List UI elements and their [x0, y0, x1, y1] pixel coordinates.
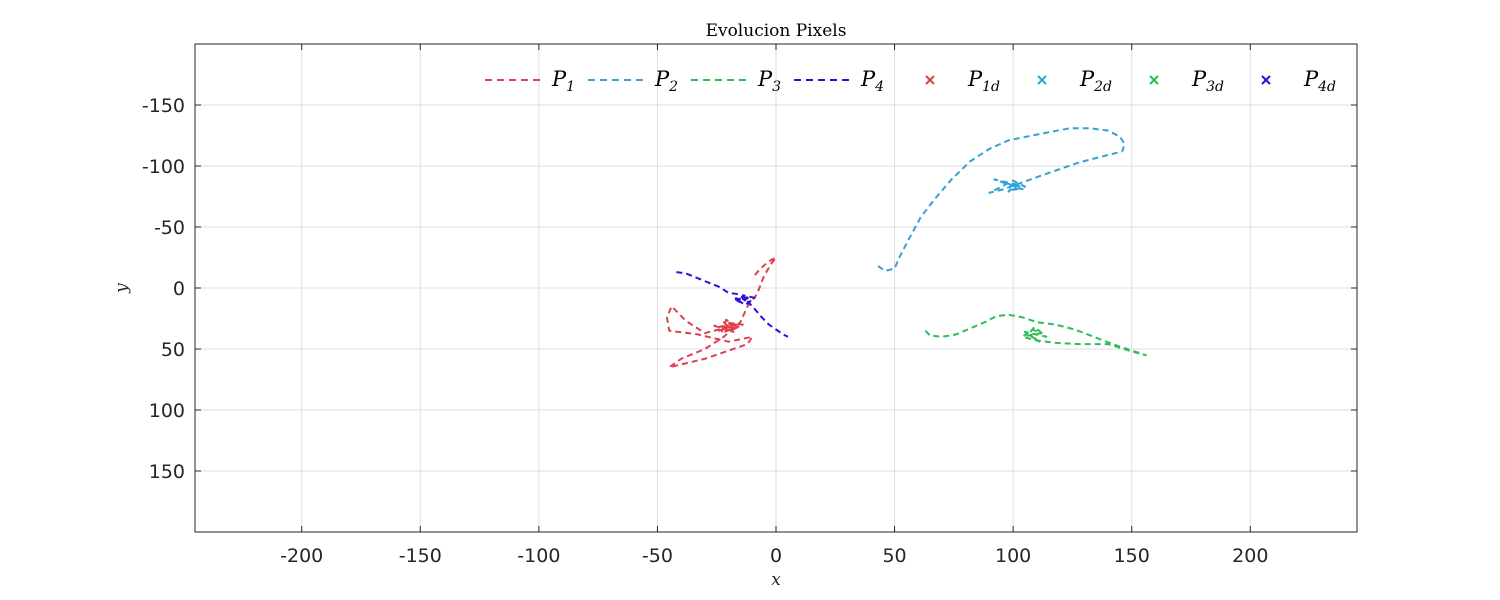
legend-entry-7: P3d — [1149, 67, 1224, 95]
legend-label-base: P — [1303, 67, 1319, 91]
marker-stroke — [925, 75, 935, 85]
x-tick-label: 0 — [770, 545, 782, 567]
x-tick-label: 200 — [1232, 545, 1268, 567]
x-tick-label: 150 — [1114, 545, 1150, 567]
chart-title: Evolucion Pixels — [706, 21, 847, 41]
legend-entry-5: P1d — [925, 67, 1000, 95]
y-tick-label: -150 — [142, 95, 185, 117]
marker-stroke — [1261, 75, 1271, 85]
series-line-3 — [924, 313, 1147, 357]
y-tick-label: 100 — [149, 400, 185, 422]
x-tick-label: -200 — [280, 545, 323, 567]
y-axis-label: y — [112, 283, 132, 294]
legend-label-subscript: 3 — [772, 79, 781, 95]
legend-label-subscript: 3d — [1206, 79, 1224, 95]
legend-x-marker — [1149, 75, 1159, 85]
legend-label-subscript: 4d — [1317, 79, 1336, 95]
legend-label: P2 — [654, 67, 678, 95]
legend-label: P3d — [1191, 67, 1224, 95]
x-tick-label: -100 — [517, 545, 560, 567]
legend-entry-3: P3 — [691, 67, 781, 95]
legend-label-subscript: 1d — [982, 79, 1000, 95]
y-tick-label: 50 — [161, 339, 185, 361]
legend-label-base: P — [551, 67, 567, 91]
legend-label-subscript: 4 — [874, 79, 884, 95]
legend-label: P2d — [1079, 67, 1112, 95]
legend-entry-8: P4d — [1261, 67, 1336, 95]
x-tick-label: -150 — [399, 545, 442, 567]
legend-label-base: P — [757, 67, 773, 91]
x-tick-label: -50 — [642, 545, 673, 567]
marker-stroke — [1037, 75, 1047, 85]
x-axis-label: x — [771, 570, 781, 590]
x-tick-label: 100 — [995, 545, 1031, 567]
series-line-2 — [877, 127, 1126, 272]
legend-label-base: P — [1079, 67, 1095, 91]
legend-label: P3 — [757, 67, 781, 95]
legend-label: P1d — [967, 67, 1000, 95]
y-tick-label: -100 — [142, 156, 185, 178]
series-line-1 — [665, 256, 777, 369]
legend-entry-1: P1 — [485, 67, 575, 95]
legend-entry-2: P2 — [588, 67, 678, 95]
x-tick-label: 50 — [882, 545, 906, 567]
legend-label: P4d — [1303, 67, 1336, 95]
grid — [195, 44, 1357, 532]
legend-label-subscript: 1 — [566, 79, 575, 95]
legend-label-base: P — [1191, 67, 1207, 91]
legend-label-subscript: 2d — [1093, 79, 1112, 95]
legend-x-marker — [1261, 75, 1271, 85]
series-line-4 — [676, 271, 789, 338]
legend-label-base: P — [860, 67, 876, 91]
axes-box — [194, 43, 1358, 533]
legend-label: P4 — [860, 67, 884, 95]
y-tick-label: 150 — [149, 461, 185, 483]
legend-entry-4: P4 — [794, 67, 884, 95]
marker-stroke — [1149, 75, 1159, 85]
legend-label-subscript: 2 — [668, 79, 678, 95]
legend-label-base: P — [654, 67, 670, 91]
y-tick-label: -50 — [154, 217, 185, 239]
legend-label: P1 — [551, 67, 575, 95]
legend-label-base: P — [967, 67, 983, 91]
legend-x-marker — [925, 75, 935, 85]
legend-x-marker — [1037, 75, 1047, 85]
y-tick-label: 0 — [173, 278, 185, 300]
legend-entry-6: P2d — [1037, 67, 1112, 95]
